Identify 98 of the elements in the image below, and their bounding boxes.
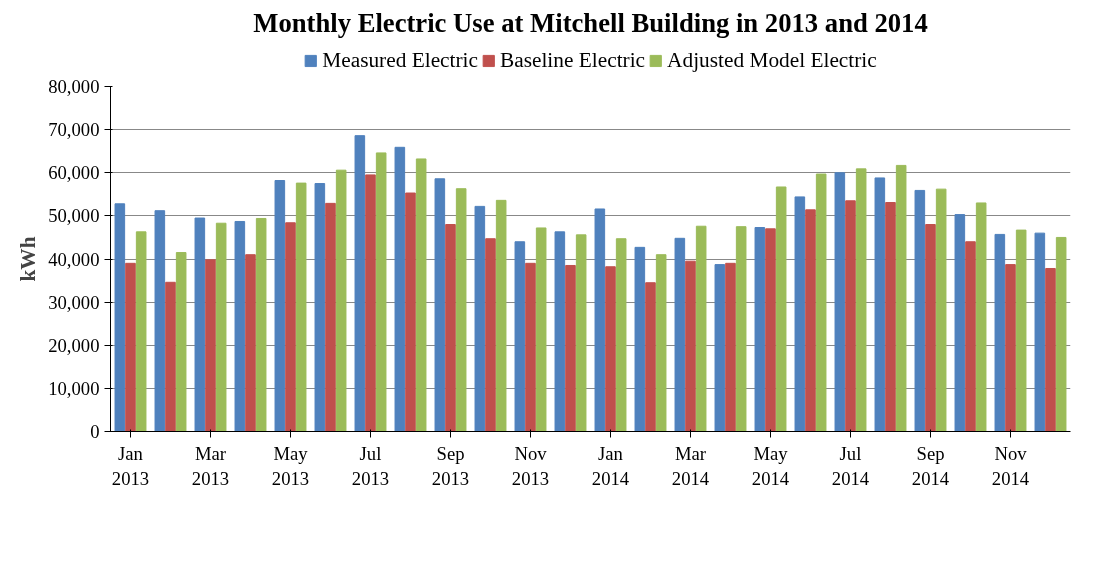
bar: [895, 164, 907, 432]
y-tick-label: 60,000: [48, 162, 100, 184]
bar: [234, 220, 246, 432]
bar: [405, 192, 416, 432]
bar: [525, 262, 536, 432]
bar: [954, 214, 966, 432]
bar: [845, 200, 856, 432]
bar: [285, 222, 296, 432]
legend-label: Measured Electric: [322, 47, 478, 73]
x-tick-label: Nov 2014: [991, 442, 1030, 489]
x-tick-label: Sep 2014: [911, 442, 950, 489]
bar: [575, 234, 587, 432]
x-tick-label: Jan 2013: [111, 442, 150, 489]
bar: [495, 199, 507, 432]
bar: [474, 205, 486, 432]
bar: [215, 222, 227, 432]
bar: [514, 241, 526, 432]
x-tick-label: Jul 2014: [831, 442, 870, 489]
y-tick-label: 70,000: [48, 119, 100, 141]
bar: [274, 180, 286, 432]
bar: [295, 182, 307, 432]
bar: [925, 224, 936, 432]
bar: [245, 254, 256, 432]
bar: [135, 231, 147, 432]
bar: [194, 217, 206, 432]
bar: [935, 188, 947, 432]
x-tick-label: May 2013: [271, 442, 310, 489]
x-tick-label: May 2014: [751, 442, 790, 489]
y-tick-label: 10,000: [48, 377, 100, 399]
bar: [1034, 232, 1046, 432]
bar: [125, 262, 136, 432]
x-tick-label: Jul 2013: [351, 442, 390, 489]
bar: [445, 224, 456, 432]
bar: [415, 158, 427, 432]
bar: [885, 202, 896, 432]
bar: [994, 233, 1006, 432]
x-tick-label: Mar 2014: [671, 442, 710, 489]
bar: [754, 227, 766, 432]
x-tick-label: Sep 2013: [431, 442, 470, 489]
bar: [855, 168, 867, 432]
bar: [714, 264, 726, 432]
bar: [1015, 229, 1027, 432]
bar: [325, 202, 336, 432]
bar: [535, 227, 547, 432]
bar: [735, 226, 747, 432]
bar: [975, 202, 987, 432]
bar: [634, 246, 646, 432]
chart-title: Monthly Electric Use at Mitchell Building in 2013 and 2014: [253, 7, 928, 38]
y-tick-label: 50,000: [48, 205, 100, 227]
bar: [874, 177, 886, 432]
bar: [455, 188, 467, 432]
y-axis-title: kWh: [16, 236, 41, 282]
y-tick-label: 30,000: [48, 291, 100, 313]
bar: [685, 260, 696, 432]
y-tick-label: 20,000: [48, 334, 100, 356]
bar: [695, 225, 707, 432]
y-tick-label: 40,000: [48, 248, 100, 270]
bar: [1055, 236, 1067, 432]
bar: [375, 152, 387, 432]
y-tick-label: 0: [90, 421, 100, 442]
bar: [394, 146, 406, 432]
bar: [605, 266, 616, 432]
x-tick-label: Jan 2014: [591, 442, 630, 489]
bar: [565, 264, 576, 432]
bar: [655, 254, 667, 432]
bar: [674, 237, 686, 432]
bar: [255, 217, 267, 432]
legend-label: Adjusted Model Electric: [667, 47, 877, 73]
bar: [314, 183, 326, 432]
bar: [175, 252, 187, 432]
bar: [354, 135, 366, 432]
x-tick-label: Nov 2013: [511, 442, 550, 489]
bar: [645, 282, 656, 432]
bar: [1005, 264, 1016, 432]
bar: [114, 203, 126, 432]
bar: [815, 173, 827, 432]
bar: [765, 228, 776, 432]
bar: [485, 238, 496, 432]
bar: [834, 172, 846, 432]
bar: [594, 208, 606, 432]
x-tick-label: Mar 2013: [191, 442, 230, 489]
bar: [335, 169, 347, 432]
bar: [165, 281, 176, 432]
legend-label: Baseline Electric: [499, 47, 646, 73]
y-tick-label: 80,000: [48, 76, 100, 97]
bar: [1045, 267, 1056, 432]
bar: [725, 262, 736, 432]
bar: [554, 231, 566, 432]
bar: [434, 178, 446, 432]
bar: [205, 259, 216, 432]
bar: [914, 189, 926, 432]
bar: [154, 210, 166, 432]
bar: [365, 174, 376, 432]
bar: [805, 209, 816, 432]
bar: [965, 241, 976, 432]
bar: [794, 196, 806, 432]
bar: [775, 186, 787, 432]
bar: [615, 238, 627, 432]
